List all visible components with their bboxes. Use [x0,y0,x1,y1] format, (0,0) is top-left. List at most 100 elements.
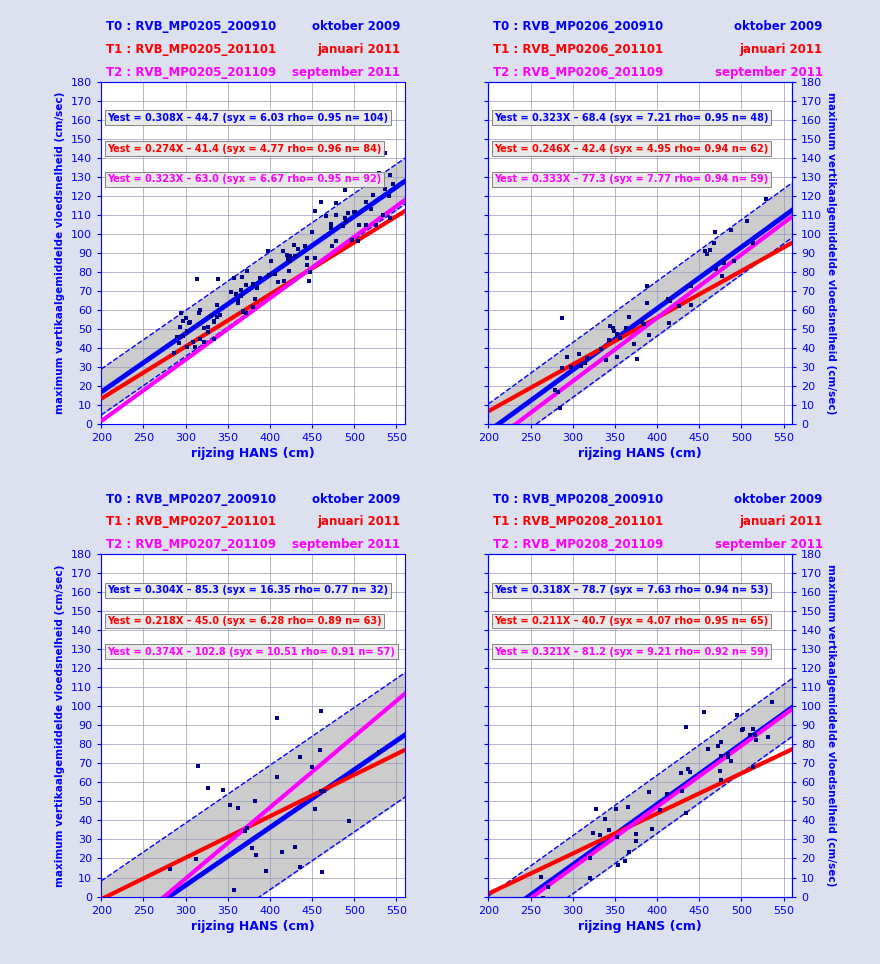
Point [247,291,261,307]
Text: T2 : RVB_MP0206_201109: T2 : RVB_MP0206_201109 [493,66,663,78]
Point [280,248,294,263]
Point [684,298,698,313]
Point [630,351,644,366]
Point [209,309,224,325]
Point [620,320,634,335]
Text: Yest = 0.318X – 78.7 (syx = 7.63 rho= 0.94 n= 53): Yest = 0.318X – 78.7 (syx = 7.63 rho= 0.… [495,585,769,595]
Point [550,916,564,931]
Text: T0 : RVB_MP0208_200910: T0 : RVB_MP0208_200910 [493,493,663,506]
Point [180,338,194,354]
Point [681,762,695,777]
Point [329,233,343,249]
Point [536,891,550,906]
Point [339,210,353,226]
Point [197,320,211,335]
Point [339,213,353,228]
Text: januari 2011: januari 2011 [318,516,400,528]
Text: oktober 2009: oktober 2009 [312,493,400,506]
Point [359,217,373,232]
Point [172,335,186,351]
Point [216,782,230,797]
Point [714,763,728,778]
Text: oktober 2009: oktober 2009 [735,20,823,34]
Point [182,314,196,330]
Point [314,194,328,209]
Point [376,207,390,223]
Point [201,324,215,339]
Point [238,823,253,839]
Point [180,323,194,338]
Point [319,209,333,225]
Text: T1 : RVB_MP0208_201101: T1 : RVB_MP0208_201101 [493,516,663,528]
Point [383,211,397,227]
Point [298,238,312,254]
Text: Yest = 0.308X – 44.7 (syx = 6.03 rho= 0.95 n= 104): Yest = 0.308X – 44.7 (syx = 6.03 rho= 0.… [107,113,388,122]
Point [660,787,674,802]
Point [654,803,668,818]
Point [746,721,760,736]
Point [236,305,250,320]
Point [300,251,314,266]
Point [189,851,203,867]
Point [293,749,307,764]
Text: september 2011: september 2011 [715,538,823,550]
Point [239,820,253,836]
Point [259,864,273,879]
Text: januari 2011: januari 2011 [318,43,400,56]
Point [249,847,263,863]
Point [546,896,561,911]
Point [661,291,675,307]
Point [386,176,400,192]
Point [714,748,728,763]
Point [312,742,326,758]
Point [637,316,651,332]
Point [303,264,317,280]
Point [552,384,566,399]
Point [179,309,193,325]
Point [745,235,759,251]
Point [308,203,322,219]
Point [201,781,215,796]
Point [583,870,597,886]
Point [610,350,624,365]
Point [728,254,742,269]
Text: T2 : RVB_MP0207_201109: T2 : RVB_MP0207_201109 [106,538,275,550]
Text: Yest = 0.211X – 40.7 (syx = 4.07 rho= 0.95 n= 65): Yest = 0.211X – 40.7 (syx = 4.07 rho= 0.… [495,616,769,626]
Point [299,251,313,266]
Point [378,181,392,197]
Point [352,218,366,233]
Point [640,278,654,293]
Point [268,266,282,281]
Point [366,188,380,203]
Point [176,329,190,344]
Point [305,225,319,240]
Point [674,765,688,781]
Point [234,282,248,298]
Text: Yest = 0.274X – 41.4 (syx = 4.77 rho= 0.96 n= 84): Yest = 0.274X – 41.4 (syx = 4.77 rho= 0.… [107,144,382,153]
Point [578,355,592,370]
Point [715,734,729,749]
Point [308,251,322,266]
Point [759,192,773,207]
Point [238,277,253,292]
Point [612,857,626,872]
Point [554,361,568,376]
Point [302,273,316,288]
Point [589,801,603,817]
Point [744,728,758,743]
Point [761,730,775,745]
Point [583,851,597,867]
Point [627,336,641,352]
Point [585,825,599,841]
Point [187,339,202,355]
Point [329,207,343,223]
Point [609,801,623,817]
Point [663,315,677,331]
Text: Yest = 0.323X – 63.0 (syx = 6.67 rho= 0.95 n= 92): Yest = 0.323X – 63.0 (syx = 6.67 rho= 0.… [107,174,382,184]
Point [246,840,260,855]
Point [708,224,722,239]
Text: T1 : RVB_MP0207_201101: T1 : RVB_MP0207_201101 [106,516,275,528]
Point [715,268,730,283]
Point [628,826,642,842]
Point [541,879,555,895]
